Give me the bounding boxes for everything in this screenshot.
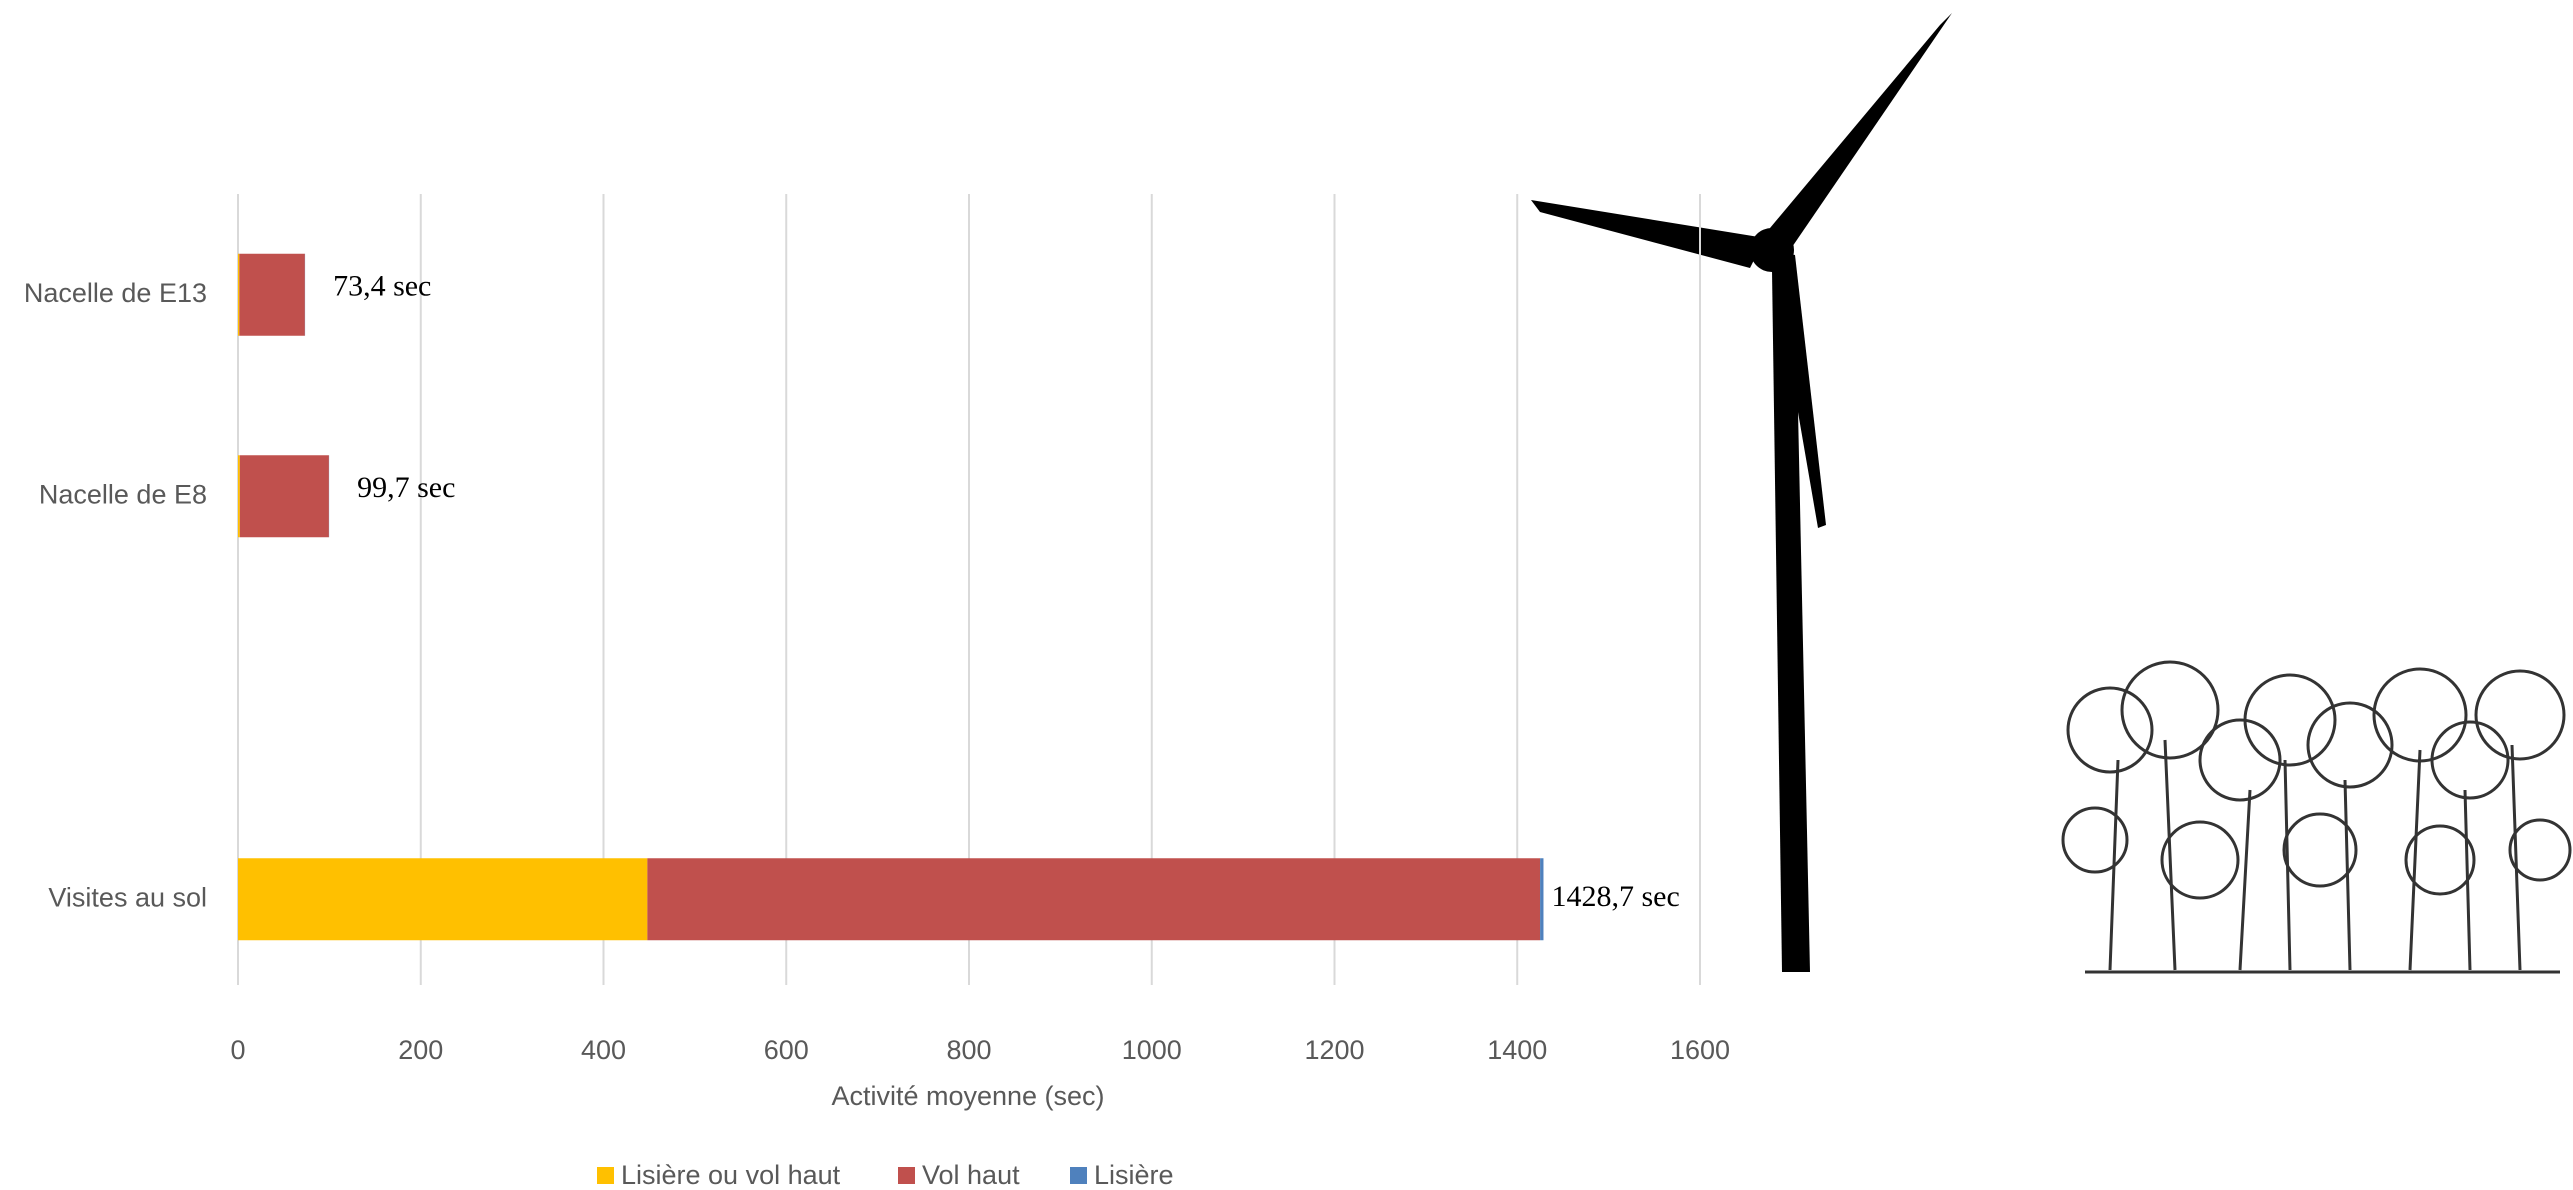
legend-swatch [1070,1167,1087,1184]
x-tick-label: 0 [230,1035,245,1065]
wind-turbine [1531,13,1952,972]
x-tick-label: 1600 [1670,1035,1730,1065]
x-tick-label: 1000 [1122,1035,1182,1065]
x-tick-label: 200 [398,1035,443,1065]
total-label: 99,7 sec [357,471,455,504]
bar-segment [238,455,240,538]
x-axis-label: Activité moyenne (sec) [831,1081,1104,1111]
x-tick-label: 600 [764,1035,809,1065]
legend-label: Lisière ou vol haut [621,1160,841,1190]
legend-swatch [898,1167,915,1184]
total-label: 73,4 sec [333,270,431,303]
bar-segment [238,858,648,941]
total-label: 1428,7 sec [1551,880,1679,913]
legend-swatch [597,1167,614,1184]
y-tick-label: Nacelle de E13 [24,278,207,308]
y-tick-label: Nacelle de E8 [39,479,207,509]
x-tick-label: 400 [581,1035,626,1065]
y-tick-label: Visites au sol [48,882,207,912]
x-tick-label: 1400 [1487,1035,1547,1065]
legend-label: Vol haut [922,1160,1020,1190]
bar-segment [647,858,1541,941]
bar-segment [1540,858,1544,941]
bar-segment [238,253,240,336]
legend-label: Lisière [1094,1160,1174,1190]
x-tick-label: 1200 [1304,1035,1364,1065]
x-tick-label: 800 [946,1035,991,1065]
trees [2061,660,2572,974]
bar-segment [239,253,305,336]
bar-segment [239,455,329,538]
